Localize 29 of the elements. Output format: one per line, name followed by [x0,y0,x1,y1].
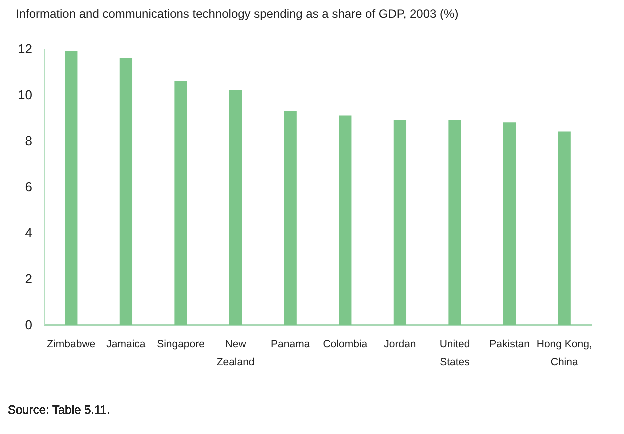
x-tick-label: New Zealand [216,338,255,368]
y-tick-label: 10 [18,88,32,102]
bar [339,116,352,325]
bar [448,120,462,325]
x-tick-label: Jordan [384,338,416,350]
bar [229,90,242,325]
y-tick-label: 4 [25,226,32,240]
bar [120,58,133,325]
x-tick-label: Jamaica [106,338,146,350]
y-tick-label: 6 [25,180,32,194]
y-tick-label: 12 [18,42,32,56]
x-tick-label: United States [440,338,470,368]
x-tick-label: Colombia [323,338,368,350]
x-tick-label: Pakistan [490,338,530,350]
bar [65,51,78,325]
x-tick-label: Hong Kong, China [536,338,592,368]
x-tick-label: Singapore [157,338,206,350]
y-tick-label: 0 [25,318,32,332]
bar [503,122,516,325]
y-tick-label: 8 [25,134,32,148]
x-tick-label: Zimbabwe [47,338,96,350]
bar [284,111,297,325]
chart-title: Information and communications technology spending as a share of GDP, 2003 (%) [16,7,459,21]
y-tick-label: 2 [25,272,32,286]
bar [394,120,407,325]
source-note: Source: Table 5.11. [8,403,110,417]
x-tick-label: Panama [271,338,310,350]
bar [174,81,188,325]
bar [558,132,571,325]
